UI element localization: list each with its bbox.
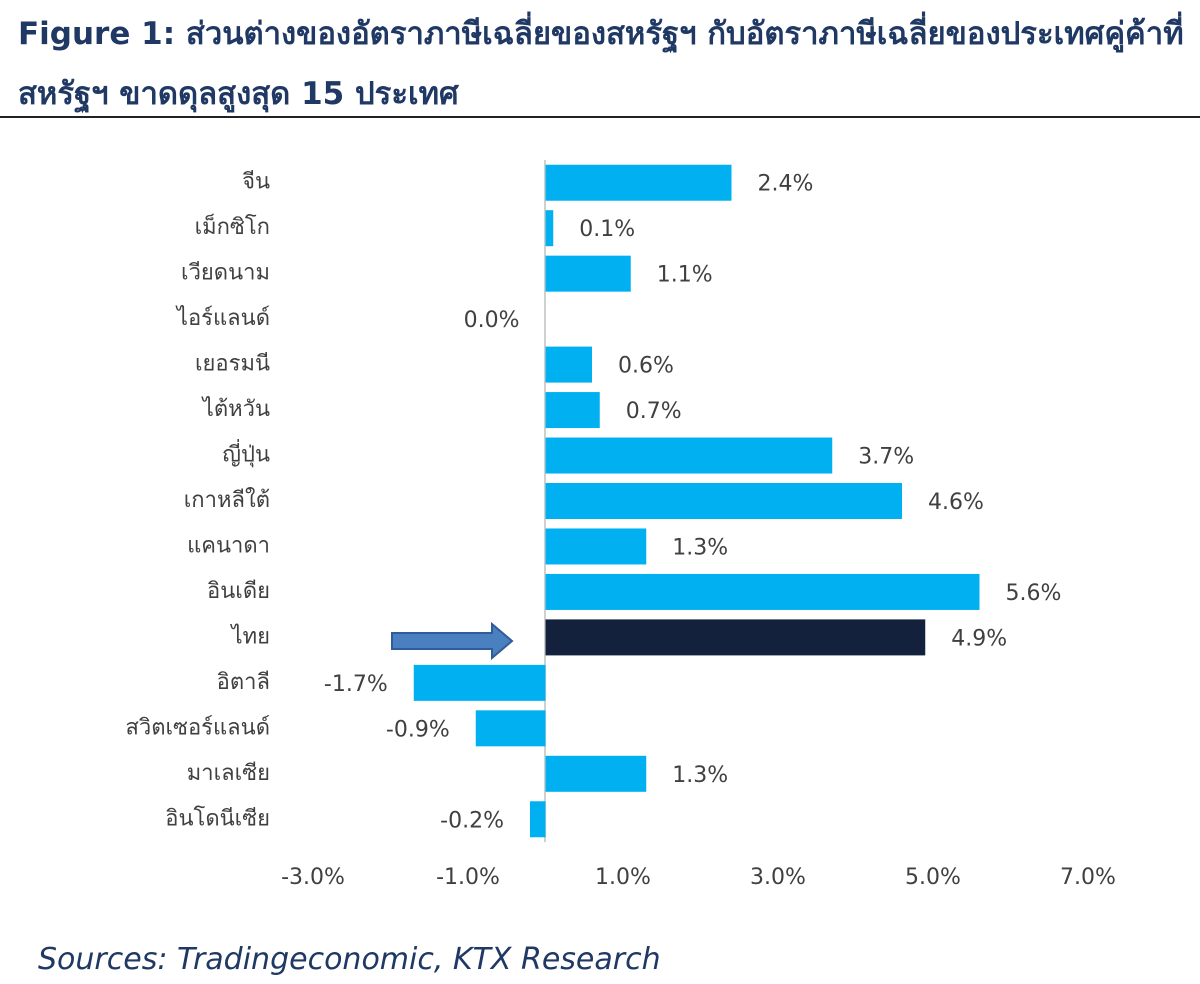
y-tick-label: เกาหลีใต้ xyxy=(184,487,270,513)
bar xyxy=(545,573,980,610)
x-tick-label: 1.0% xyxy=(595,865,651,890)
value-label: -0.9% xyxy=(386,717,450,742)
bar xyxy=(545,528,647,565)
highlight-arrow xyxy=(391,621,514,661)
x-tick-label: 7.0% xyxy=(1060,865,1116,890)
y-tick-label: ไต้หวัน xyxy=(201,396,270,422)
bar xyxy=(545,346,592,383)
y-tick-label: เม็กซิโก xyxy=(195,212,270,240)
bar xyxy=(545,255,631,292)
value-label: 3.7% xyxy=(858,445,914,470)
value-label: 1.1% xyxy=(657,263,713,288)
x-tick-label: -1.0% xyxy=(436,865,500,890)
y-tick-label: แคนาดา xyxy=(187,533,270,558)
value-label: -0.2% xyxy=(440,808,504,833)
bar xyxy=(475,710,546,747)
value-label: -1.7% xyxy=(324,672,388,697)
y-tick-label: มาเลเซีย xyxy=(187,761,270,786)
value-label: 5.6% xyxy=(1006,581,1062,606)
y-tick-label: ญี่ปุ่น xyxy=(222,439,270,468)
x-tick-label: 3.0% xyxy=(750,865,806,890)
value-label: 0.6% xyxy=(618,354,674,379)
value-label: 4.6% xyxy=(928,490,984,515)
bar xyxy=(545,164,732,201)
value-label: 1.3% xyxy=(672,535,728,560)
bar xyxy=(530,801,546,838)
title-rule xyxy=(0,116,1200,118)
value-label: 2.4% xyxy=(758,172,814,197)
bar xyxy=(545,210,554,247)
y-tick-label: เวียดนาม xyxy=(181,261,270,286)
value-label: 1.3% xyxy=(672,763,728,788)
y-tick-label: ไอร์แลนด์ xyxy=(175,305,270,331)
bar xyxy=(545,392,600,429)
bar xyxy=(545,619,926,656)
bar xyxy=(413,664,546,701)
y-tick-label: อินโดนีเซีย xyxy=(165,805,270,831)
y-tick-label: เยอรมนี xyxy=(195,352,270,377)
y-tick-label: อิตาลี xyxy=(217,670,270,695)
bar xyxy=(545,483,902,519)
value-label: 0.7% xyxy=(626,399,682,424)
y-tick-label: ไทย xyxy=(230,623,270,649)
chart-title: Figure 1: ส่วนต่างของอัตราภาษีเฉลี่ยของส… xyxy=(18,16,1184,112)
value-label: 0.1% xyxy=(579,217,635,242)
bar xyxy=(545,755,647,792)
x-tick-label: -3.0% xyxy=(281,865,345,890)
value-label: 4.9% xyxy=(951,626,1007,651)
source-note: Sources: Tradingeconomic, KTX Research xyxy=(38,942,661,977)
x-tick-label: 5.0% xyxy=(905,865,961,890)
y-tick-label: สวิตเซอร์แลนด์ xyxy=(125,715,270,740)
y-tick-label: จีน xyxy=(242,170,270,195)
value-label: 0.0% xyxy=(464,308,520,333)
bar xyxy=(545,437,833,474)
y-tick-label: อินเดีย xyxy=(207,579,270,604)
